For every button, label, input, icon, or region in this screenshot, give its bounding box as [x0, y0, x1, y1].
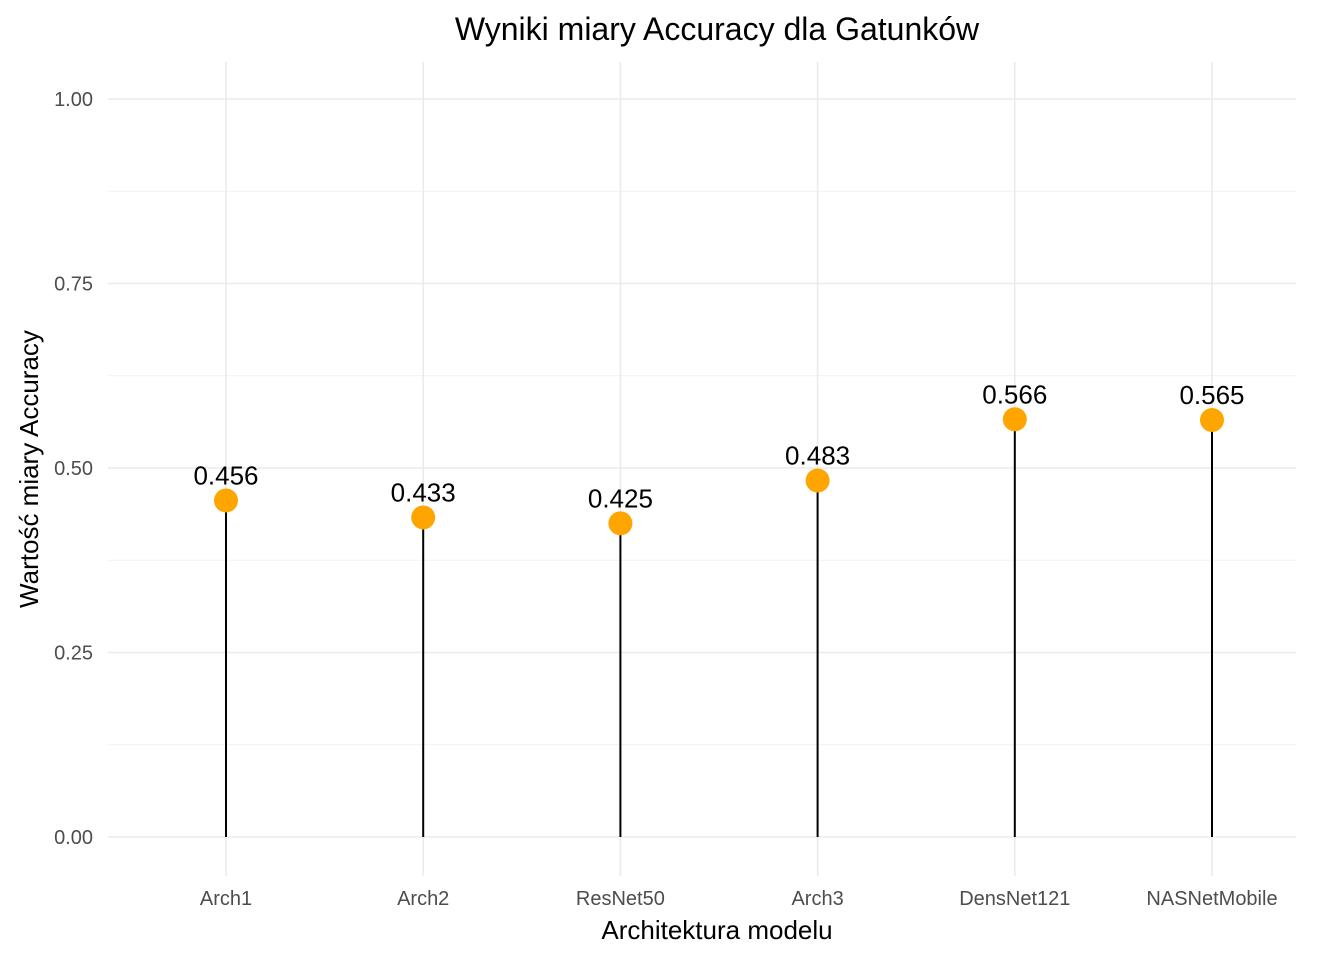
- y-axis-title: Wartość miary Accuracy: [14, 330, 44, 608]
- y-axis-ticks: 0.00 0.25 0.50 0.75 1.00: [54, 89, 93, 849]
- lollipop-point: [805, 468, 830, 493]
- data-label: 0.425: [588, 483, 653, 513]
- data-label: 0.565: [1179, 380, 1244, 410]
- y-tick-label: 0.50: [54, 458, 93, 480]
- data-label: 0.566: [982, 379, 1047, 409]
- data-label: 0.483: [785, 441, 850, 471]
- points: [214, 407, 1224, 536]
- chart-title: Wyniki miary Accuracy dla Gatunków: [455, 11, 980, 47]
- x-tick-label: NASNetMobile: [1146, 888, 1277, 910]
- lollipop-point: [1200, 408, 1224, 433]
- y-tick-label: 1.00: [54, 89, 93, 111]
- lollipop-point: [1002, 407, 1027, 432]
- lollipop-point: [214, 488, 238, 513]
- lollipop-point: [608, 511, 633, 536]
- data-label: 0.433: [391, 477, 456, 507]
- data-label: 0.456: [193, 460, 258, 490]
- x-tick-label: ResNet50: [576, 888, 665, 910]
- lollipop-point: [411, 505, 436, 530]
- data-labels: 0.456 0.433 0.425 0.483 0.566 0.565: [193, 379, 1244, 513]
- x-axis-title: Architektura modelu: [601, 915, 832, 945]
- grid-lines: [108, 62, 1296, 876]
- y-tick-label: 0.00: [54, 827, 93, 849]
- x-axis-ticks: Arch1 Arch2 ResNet50 Arch3 DensNet121 NASNetM…: [200, 888, 1278, 910]
- stems: [225, 419, 1213, 837]
- y-tick-label: 0.75: [54, 274, 93, 296]
- x-tick-label: DensNet121: [959, 888, 1070, 910]
- x-tick-label: Arch1: [200, 888, 252, 910]
- x-tick-label: Arch3: [791, 888, 843, 910]
- x-tick-label: Arch2: [397, 888, 449, 910]
- y-tick-label: 0.25: [54, 643, 93, 665]
